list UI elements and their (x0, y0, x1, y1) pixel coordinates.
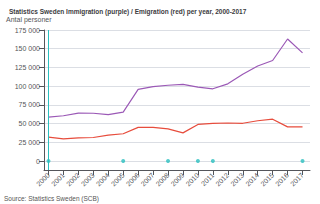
svg-text:2015: 2015 (259, 171, 275, 187)
svg-text:2013: 2013 (229, 171, 245, 187)
svg-text:2009: 2009 (170, 171, 186, 187)
svg-text:2005: 2005 (110, 171, 126, 187)
svg-text:50 000: 50 000 (19, 120, 41, 127)
svg-text:2003: 2003 (80, 171, 96, 187)
svg-text:2002: 2002 (65, 171, 81, 187)
svg-text:2007: 2007 (140, 171, 156, 187)
svg-text:100 000: 100 000 (15, 83, 40, 90)
svg-text:2001: 2001 (50, 171, 66, 187)
svg-text:2016: 2016 (274, 171, 290, 187)
svg-text:Antal personer: Antal personer (6, 16, 52, 24)
svg-text:2008: 2008 (155, 171, 171, 187)
svg-text:Statistics Sweden Immigration: Statistics Sweden Immigration (purple) /… (9, 8, 247, 16)
svg-text:2000: 2000 (35, 171, 51, 187)
svg-text:75 000: 75 000 (19, 101, 41, 108)
svg-text:0: 0 (36, 158, 40, 165)
svg-text:125 000: 125 000 (15, 64, 40, 71)
svg-text:2006: 2006 (125, 171, 141, 187)
svg-text:175 000: 175 000 (15, 27, 40, 34)
svg-text:2012: 2012 (214, 171, 230, 187)
svg-text:150 000: 150 000 (15, 45, 40, 52)
svg-text:2011: 2011 (200, 171, 216, 187)
svg-text:25 000: 25 000 (19, 139, 41, 146)
svg-text:2004: 2004 (95, 171, 111, 187)
svg-text:2017: 2017 (289, 171, 305, 187)
svg-text:2010: 2010 (184, 171, 200, 187)
svg-text:Source: Statistics Sweden (SCB: Source: Statistics Sweden (SCB) (4, 195, 99, 203)
svg-text:2014: 2014 (244, 171, 260, 187)
